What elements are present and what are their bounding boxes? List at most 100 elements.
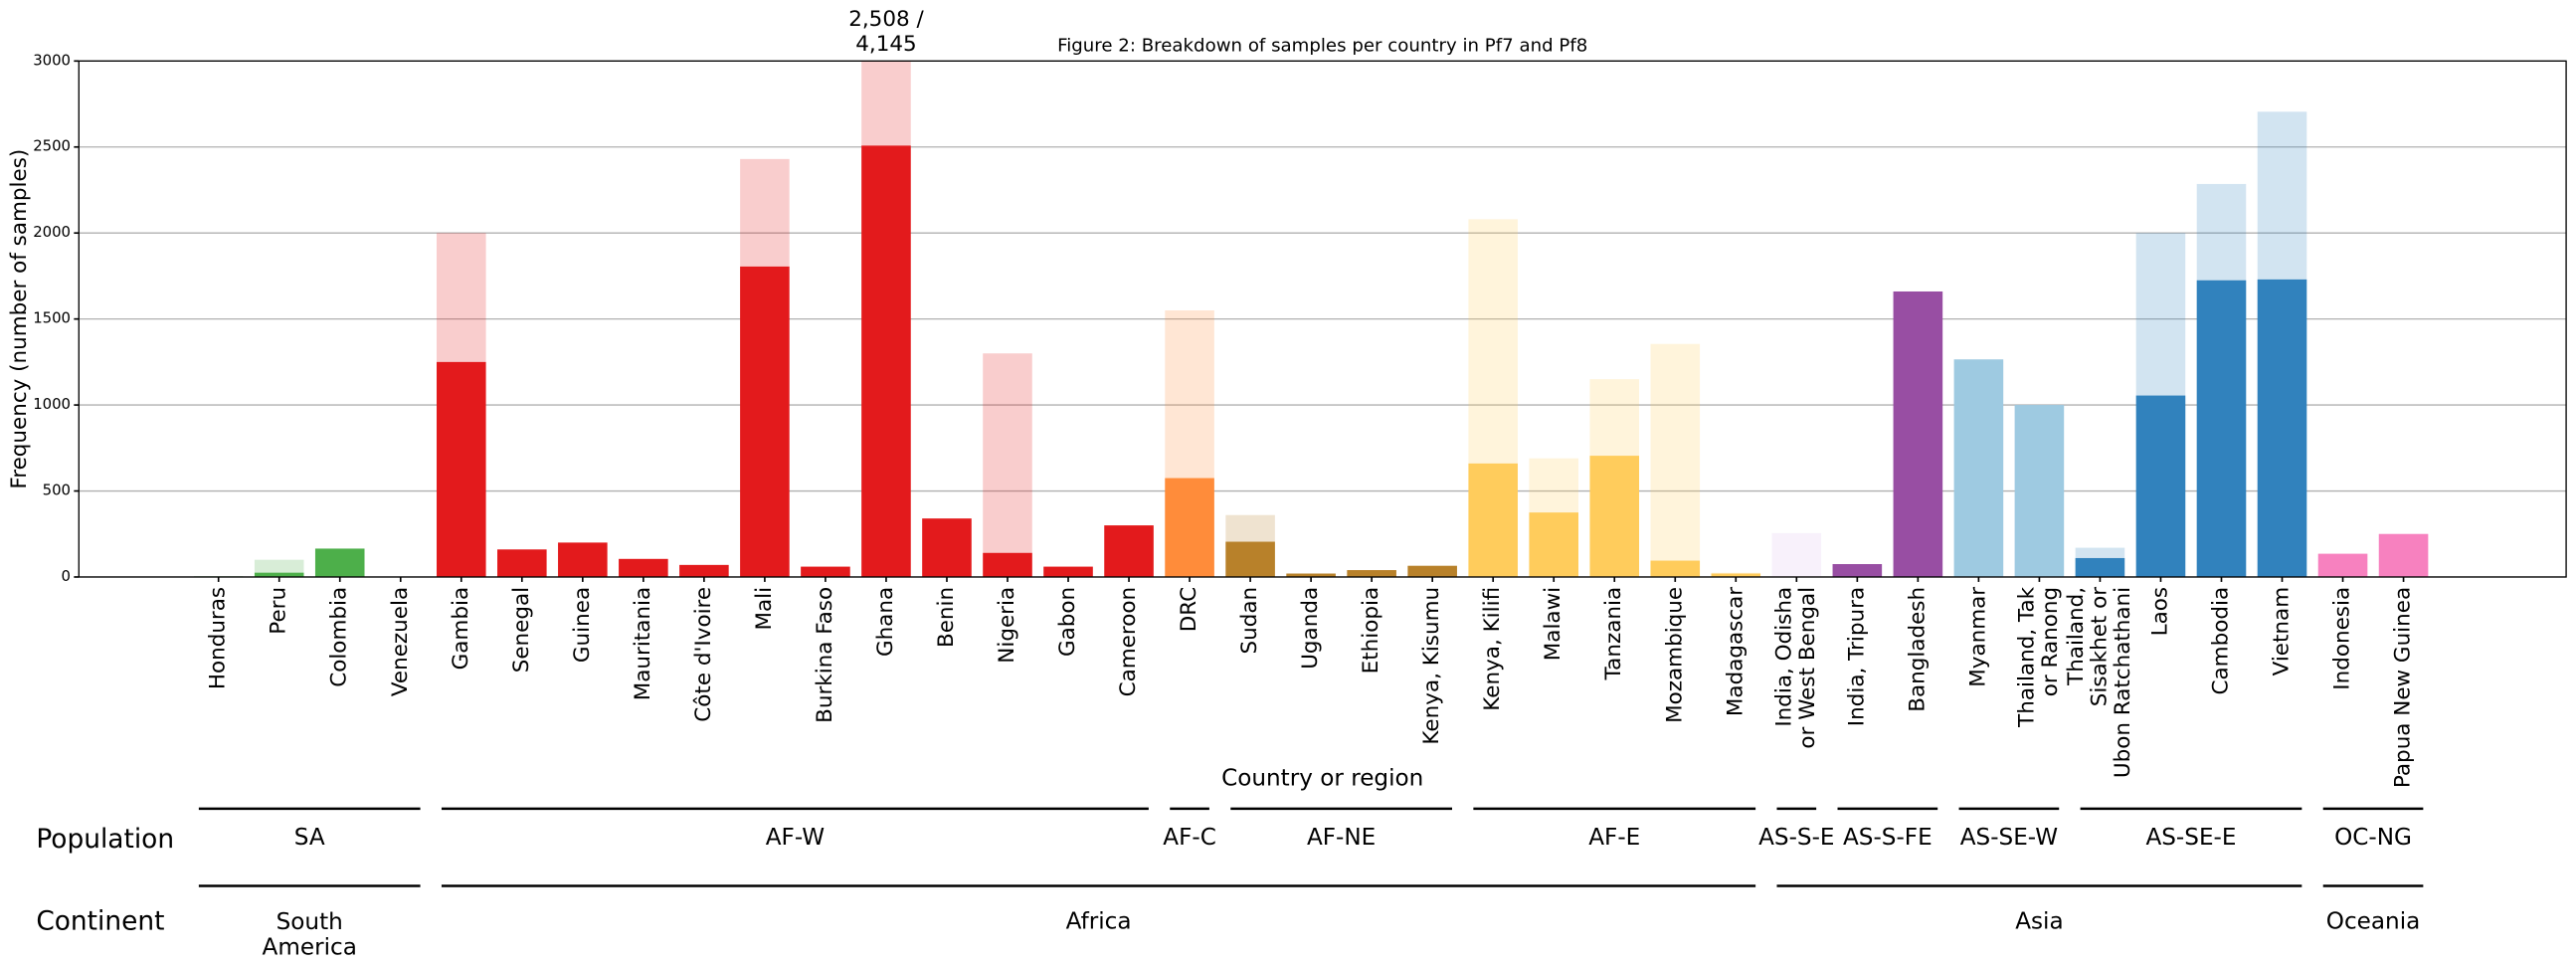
bar	[1347, 570, 1396, 577]
x-tick-label: Ethiopia	[1359, 587, 1383, 674]
x-tick-label: India, Tripura	[1844, 587, 1869, 726]
x-tick-label: Thailand,Sisakhet orUbon Ratchathani	[2064, 587, 2135, 778]
population-label: AS-S-E	[1758, 825, 1834, 851]
bar	[1771, 532, 1822, 577]
x-tick-label: Mali	[752, 587, 777, 631]
x-tick-label: Indonesia	[2330, 587, 2355, 690]
bar	[1650, 343, 1701, 577]
bar	[1286, 573, 1336, 577]
bars	[193, 61, 2429, 577]
x-tick-label: DRC	[1177, 587, 1201, 632]
bar	[2075, 557, 2125, 577]
x-tick-label: Côte d'Ivoire	[691, 587, 716, 722]
y-tick-label: 3000	[33, 51, 71, 69]
bar	[1407, 565, 1457, 577]
bar	[314, 548, 365, 577]
bar	[861, 145, 911, 577]
x-tick-label: Bangladesh	[1905, 587, 1930, 712]
y-tick-label: 0	[62, 567, 71, 585]
x-tick-label: Burkina Faso	[813, 587, 837, 723]
bar	[1468, 463, 1518, 577]
x-tick-label: Cambodia	[2208, 587, 2233, 695]
population-label: AS-SE-W	[1960, 825, 2058, 851]
bar	[2257, 279, 2307, 577]
x-tick-label: Madagascar	[1723, 587, 1748, 716]
population-label: AF-W	[766, 825, 826, 851]
x-tick-label: Uganda	[1298, 587, 1323, 670]
population-label: AF-NE	[1307, 825, 1376, 851]
x-tick-label: Colombia	[327, 587, 352, 687]
bar	[2196, 280, 2247, 577]
x-tick-label: Benin	[934, 587, 959, 648]
bar	[619, 558, 668, 577]
x-tick-label: Myanmar	[1965, 587, 1990, 687]
x-tick-label: Nigeria	[995, 587, 1019, 664]
population-label: SA	[294, 825, 325, 851]
bar	[1650, 560, 1701, 577]
bar	[2135, 395, 2186, 577]
population-label: AS-SE-E	[2145, 825, 2236, 851]
x-tick-label: Senegal	[509, 587, 534, 673]
population-label: OC-NG	[2334, 825, 2412, 851]
x-tick-label: Mauritania	[631, 587, 655, 700]
x-tick-label: Peru	[267, 587, 291, 635]
bar	[2014, 405, 2065, 577]
x-tick-label: Papua New Guinea	[2391, 587, 2416, 788]
bar	[1832, 564, 1883, 577]
x-tick-label: Tanzania	[1601, 587, 1626, 680]
bar	[1043, 566, 1093, 577]
x-tick-label: Ghana	[873, 587, 898, 657]
continent-label: Asia	[2015, 908, 2063, 934]
y-tick-label: 1500	[33, 309, 71, 327]
bar	[1893, 290, 1943, 577]
value-label: 4,145	[855, 32, 916, 57]
population-label: AF-E	[1588, 825, 1640, 851]
row-label: Population	[36, 824, 174, 855]
bar	[983, 552, 1032, 577]
bar	[2378, 533, 2429, 577]
bar	[801, 566, 850, 577]
bar	[254, 572, 304, 577]
x-tick-label: Vietnam	[2270, 587, 2295, 676]
x-tick-label: Gambia	[449, 587, 473, 670]
x-tick-label: India, Odishaor West Bengal	[1772, 587, 1821, 749]
x-tick-label: Mozambique	[1662, 587, 1687, 723]
bar	[1529, 512, 1578, 577]
y-axis-label: Frequency (number of samples)	[7, 149, 32, 489]
x-axis-label: Country or region	[1221, 766, 1423, 792]
y-tick-label: 1000	[33, 395, 71, 413]
continent-label: Oceania	[2326, 908, 2421, 934]
continent-label: Africa	[1066, 908, 1132, 934]
bar	[1225, 541, 1275, 577]
population-label: AS-S-FE	[1843, 825, 1932, 851]
value-label: 2,508 /	[848, 7, 924, 32]
bar	[558, 542, 608, 577]
bar	[922, 518, 972, 577]
bar	[740, 266, 790, 577]
x-tick-label: Kenya, Kisumu	[1419, 587, 1444, 745]
y-tick-label: 2500	[33, 137, 71, 155]
bar	[1953, 359, 2004, 577]
chart-title: Figure 2: Breakdown of samples per count…	[1057, 35, 1587, 56]
bar	[1165, 478, 1214, 577]
bar	[437, 361, 486, 577]
continent-label: South America	[263, 908, 357, 959]
x-tick-label: Malawi	[1541, 587, 1565, 661]
labels: 0 500 1000 1500 2000 2500 3000 2,508 /4,145 Hond…	[33, 7, 2424, 960]
x-tick-label: Cameroon	[1116, 587, 1141, 697]
bar	[983, 353, 1032, 577]
bar	[1711, 573, 1761, 577]
bar	[497, 549, 547, 577]
y-tick-label: 500	[43, 482, 71, 499]
x-tick-label: Gabon	[1055, 587, 1080, 657]
bar	[1104, 525, 1154, 577]
bar	[679, 564, 729, 577]
x-tick-label: Thailand, Takor Ranong	[2015, 586, 2064, 728]
row-label: Continent	[36, 905, 164, 936]
x-tick-label: Guinea	[570, 587, 595, 663]
bar	[1589, 456, 1640, 577]
y-tick-label: 2000	[33, 223, 71, 241]
x-tick-label: Venezuela	[388, 587, 413, 696]
